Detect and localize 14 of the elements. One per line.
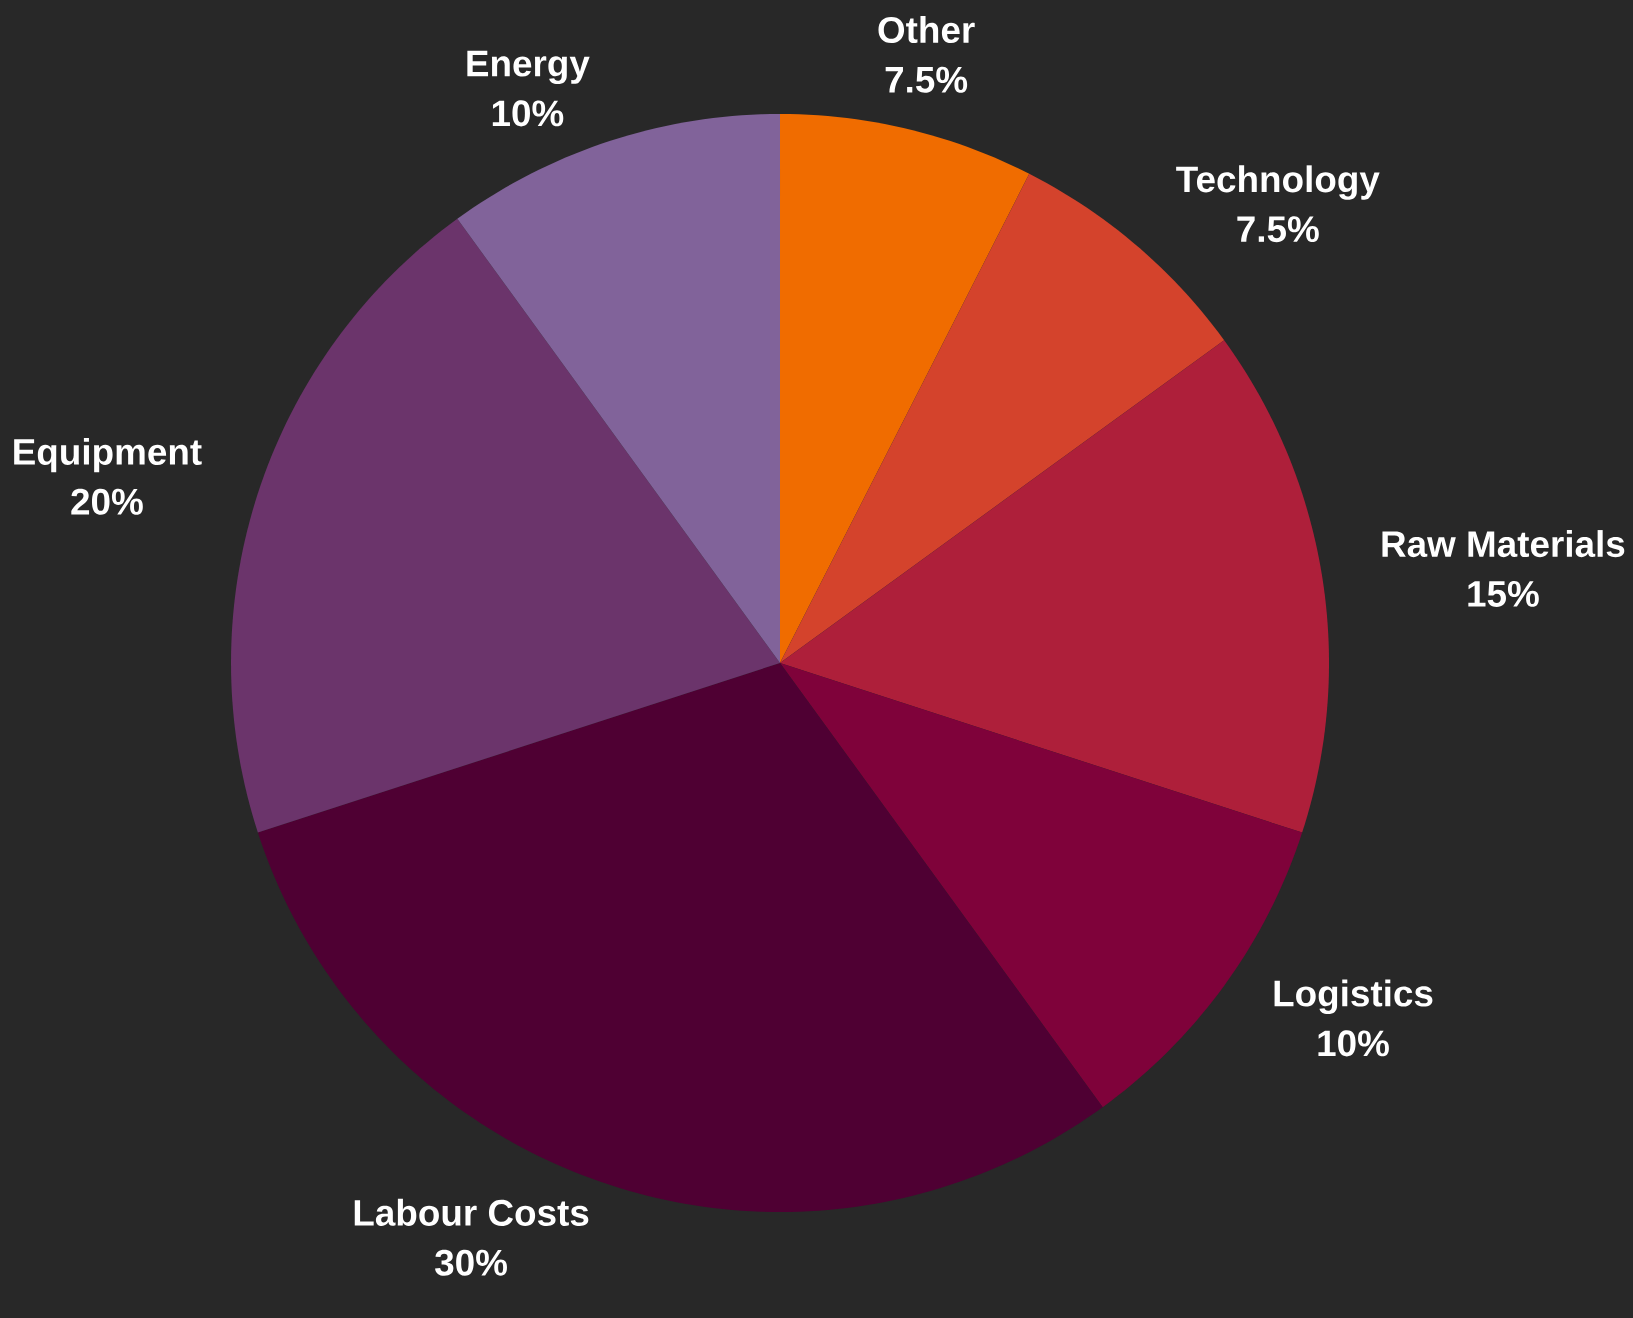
slice-label: Technology [1176,165,1380,200]
data-label: 20% [71,488,143,515]
data-label: 7.5% [1237,216,1319,243]
data-label: 10% [1318,1030,1389,1057]
slice-label: Labour Costs [354,1198,589,1226]
slice-label: Equipment [14,437,202,473]
slice-label: Energy [467,50,590,85]
slice-label: Raw Materials [1382,530,1625,558]
data-label: 15% [1468,580,1539,607]
slice-label: Logistics [1274,979,1433,1015]
slice-label: Other [878,15,975,44]
data-label: 7.5% [885,66,968,93]
data-label: 10% [492,100,564,127]
data-label: 30% [435,1249,507,1276]
